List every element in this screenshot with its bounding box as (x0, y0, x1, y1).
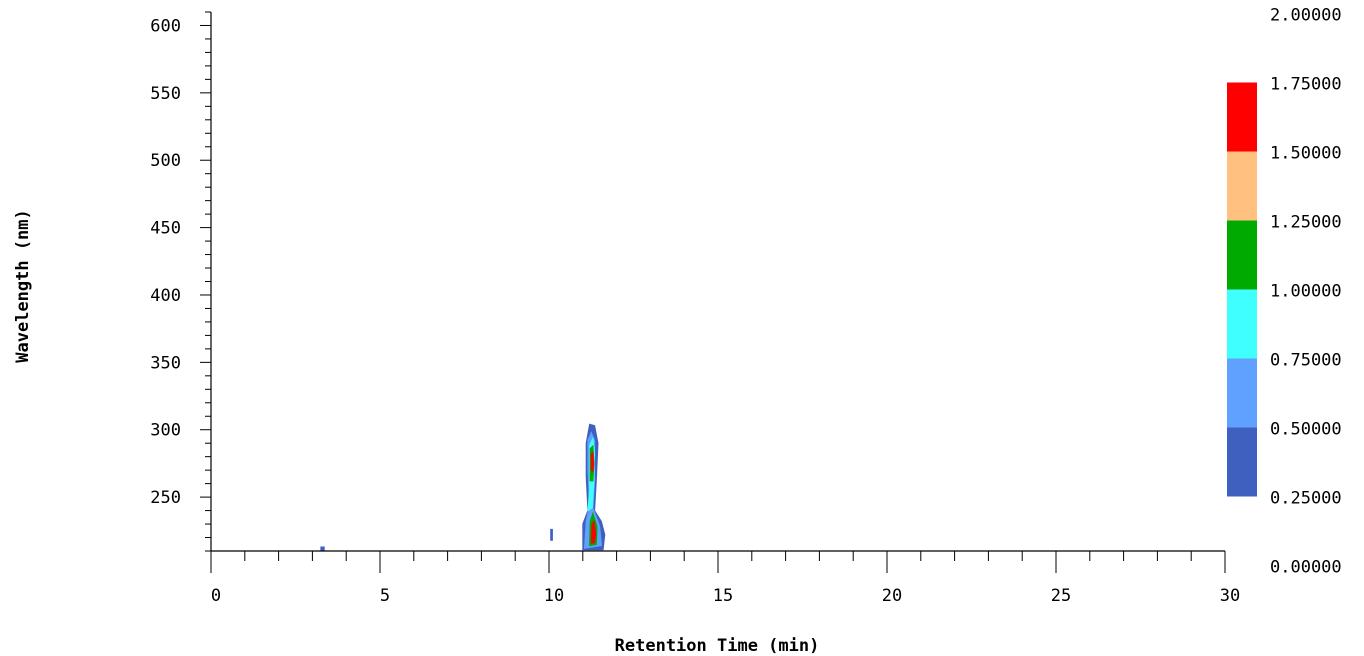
contour-region-6 (590, 520, 597, 544)
contour-layer (320, 423, 606, 552)
colorbar-swatch-5 (1227, 358, 1257, 428)
x-tick-label: 15 (713, 586, 733, 606)
contour-region-4 (590, 451, 595, 473)
x-tick-label: 5 (380, 586, 390, 606)
y-axis-title: Wavelength (nm) (13, 209, 33, 363)
y-tick-label: 550 (150, 84, 181, 104)
x-tick-label: 30 (1220, 586, 1240, 606)
colorbar-swatch-4 (1227, 289, 1257, 359)
colorbar-label: 1.75000 (1270, 75, 1342, 95)
x-tick-label: 25 (1051, 586, 1071, 606)
y-tick-label: 400 (150, 286, 181, 306)
y-tick-label: 300 (150, 421, 181, 441)
x-tick-label: 0 (211, 586, 221, 606)
colorbar-label: 0.75000 (1270, 351, 1342, 371)
colorbar: 2.00000 1.75000 1.50000 1.25000 1.00000 0.750… (1227, 6, 1342, 578)
colorbar-label: 0.00000 (1270, 558, 1342, 578)
colorbar-swatch-1 (1227, 82, 1257, 152)
colorbar-label: 2.00000 (1270, 6, 1342, 26)
colorbar-label: 1.25000 (1270, 213, 1342, 233)
colorbar-swatch-6 (1227, 427, 1257, 497)
y-tick-label: 600 (150, 16, 181, 36)
colorbar-swatch-2 (1227, 151, 1257, 221)
contour-region-7 (550, 528, 553, 541)
x-axis-title: Retention Time (min) (615, 636, 820, 656)
y-tick-label: 500 (150, 151, 181, 171)
colorbar-label: 1.50000 (1270, 144, 1342, 164)
y-tick-label: 450 (150, 219, 181, 239)
colorbar-label: 0.25000 (1270, 489, 1342, 509)
y-tick-label: 350 (150, 353, 181, 373)
colorbar-label: 0.50000 (1270, 420, 1342, 440)
x-tick-label: 20 (882, 586, 902, 606)
colorbar-swatch-3 (1227, 220, 1257, 290)
colorbar-label: 1.00000 (1270, 282, 1342, 302)
y-tick-label: 250 (150, 488, 181, 508)
x-tick-label: 10 (544, 586, 564, 606)
axes: 0 5 10 15 20 25 30 250 300 350 400 450 500 550 600 (150, 11, 1240, 606)
